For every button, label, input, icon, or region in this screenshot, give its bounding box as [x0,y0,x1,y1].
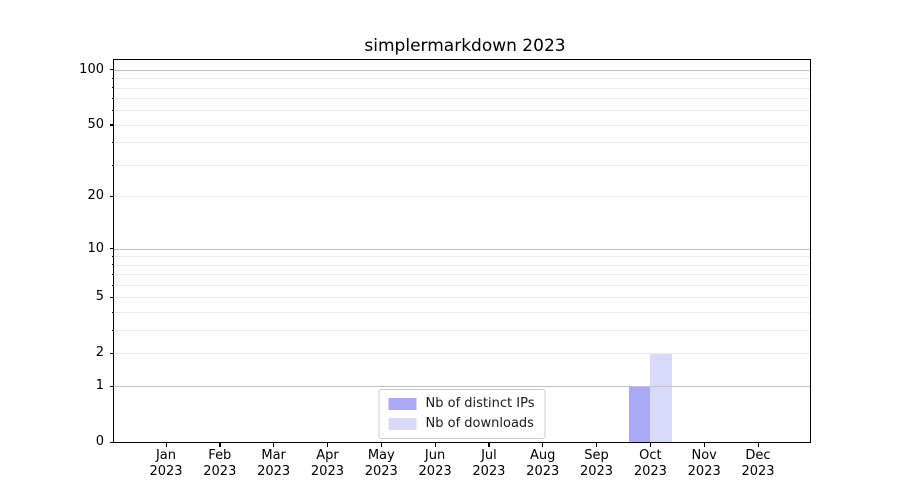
gridline-minor [114,142,810,144]
gridline-minor [114,274,810,276]
y-tick-label: 20 [87,188,104,204]
gridline-minor [114,124,810,126]
x-tick-label: Mar 2023 [257,448,291,479]
gridline-minor [114,330,810,332]
x-tick [165,443,167,447]
grid-layer [114,60,810,442]
legend: Nb of distinct IPs Nb of downloads [378,389,546,439]
y-tick-label: 1 [95,378,104,394]
bars-layer [114,60,810,442]
gridline-minor [114,285,810,287]
x-tick [326,443,329,447]
gridline-minor [114,353,810,355]
gridline-minor [114,78,810,80]
x-tick [649,443,652,447]
y-tick [110,248,114,250]
y-tick-label: 100 [79,61,104,77]
y-tick-label: 10 [87,240,104,256]
x-tick [219,443,221,447]
legend-swatch-distinct-ips [388,398,417,410]
gridline-minor [114,264,810,266]
x-tick [273,443,275,447]
gridline-minor [114,110,810,112]
gridline-minor [114,312,810,314]
gridline-minor [114,165,810,167]
y-tick [110,441,114,443]
x-tick-label: Oct 2023 [633,448,667,479]
x-tick-label: Jun 2023 [418,448,452,479]
x-tick [596,443,598,447]
y-tick [110,69,114,71]
gridline-minor [114,98,810,100]
legend-label-distinct-ips: Nb of distinct IPs [425,396,535,411]
gridline-minor [114,297,810,299]
plot-area: Nb of distinct IPs Nb of downloads [113,59,811,443]
x-tick-label: May 2023 [364,448,398,479]
y-tick-label: 5 [95,289,104,305]
legend-item-downloads: Nb of downloads [388,416,535,432]
x-tick [703,443,705,447]
y-tick [110,385,114,387]
x-tick-label: Jan 2023 [149,448,183,479]
gridline-major [114,69,810,71]
x-tick [434,443,436,447]
x-tick-label: Apr 2023 [310,448,344,479]
x-tick [542,443,544,447]
x-tick [488,443,490,447]
x-tick-label: Aug 2023 [526,448,560,479]
x-tick-label: Feb 2023 [203,448,237,479]
x-tick-label: Nov 2023 [687,448,721,479]
x-tick [757,443,759,447]
gridline-major [114,386,810,388]
chart-title: simplermarkdown 2023 [364,36,566,56]
bar-distinct-ips-oct [628,386,651,442]
gridline-minor [114,87,810,89]
y-tick-label: 50 [87,116,104,132]
gridline-major [114,248,810,250]
y-tick-label: 0 [95,434,104,449]
legend-swatch-downloads [388,418,417,430]
x-tick-label: Jul 2023 [472,448,506,479]
gridline-minor [114,196,810,198]
legend-label-downloads: Nb of downloads [425,416,534,431]
bar-downloads-oct [650,353,672,442]
gridline-minor [114,256,810,258]
x-tick-label: Dec 2023 [741,448,775,479]
legend-item-distinct-ips: Nb of distinct IPs [388,396,535,412]
x-tick-label: Sep 2023 [579,448,614,479]
y-tick-label: 2 [95,345,104,361]
x-tick [380,443,382,447]
